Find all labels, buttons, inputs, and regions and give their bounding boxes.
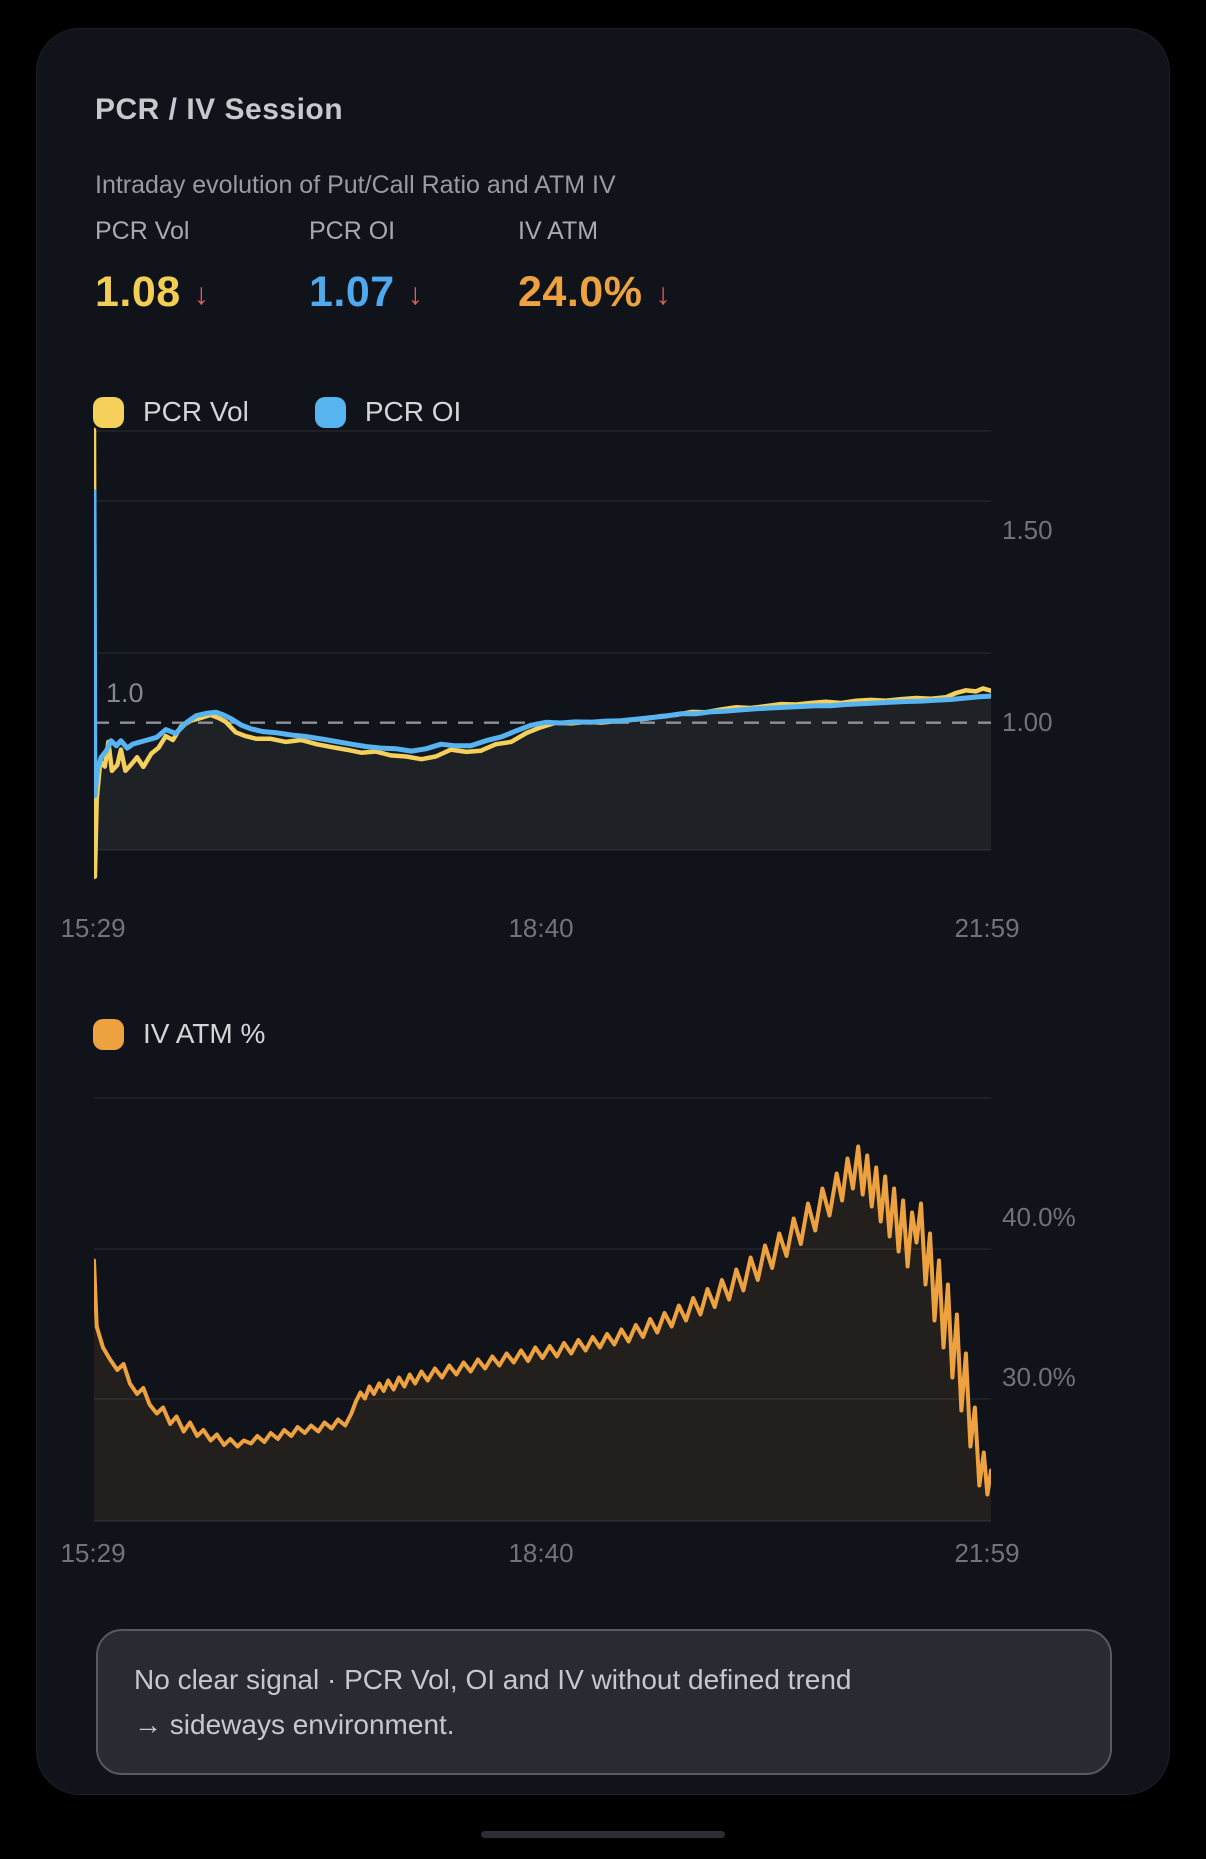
legend-swatch-pcr-vol[interactable] bbox=[93, 396, 124, 428]
y-axis-label-100: 1.00 bbox=[1002, 707, 1053, 737]
stat-value: 1.07 bbox=[309, 268, 395, 316]
iv-chart-canvas[interactable] bbox=[94, 1091, 991, 1526]
iv-chart[interactable]: 40.0% 30.0% bbox=[94, 1091, 1076, 1526]
trend-down-icon: ↓ bbox=[193, 277, 210, 311]
pcr-chart-legend: PCR Vol PCR OI bbox=[93, 396, 461, 428]
pcr-chart-x-axis: 15:29 18:40 21:59 bbox=[60, 913, 1019, 947]
stat-label: IV ATM bbox=[518, 217, 599, 245]
pcr-iv-session-card: PCR / IV Session Intraday evolution of P… bbox=[36, 28, 1170, 1795]
y-axis-label-30pct: 30.0% bbox=[1002, 1362, 1076, 1392]
stat-value: 1.08 bbox=[95, 268, 181, 316]
stat-iv-atm: IV ATM 24.0% ↓ bbox=[518, 217, 671, 317]
iv-chart-x-axis: 15:29 18:40 21:59 bbox=[60, 1538, 1019, 1572]
stat-label: PCR Vol bbox=[95, 217, 190, 245]
stat-pcr-vol: PCR Vol 1.08 ↓ bbox=[95, 217, 209, 317]
x-axis-label-mid: 18:40 bbox=[508, 1538, 574, 1568]
trend-down-icon: ↓ bbox=[655, 277, 671, 311]
stat-label: PCR OI bbox=[309, 217, 396, 245]
x-axis-label-start: 15:29 bbox=[60, 913, 126, 943]
iv-chart-legend: IV ATM % bbox=[93, 1018, 265, 1050]
x-axis-label-end: 21:59 bbox=[954, 913, 1020, 943]
stat-value: 24.0% bbox=[518, 268, 643, 316]
y-axis-label-150: 1.50 bbox=[1002, 515, 1053, 545]
pcr-chart-canvas[interactable] bbox=[94, 426, 991, 896]
legend-label-iv-atm[interactable]: IV ATM % bbox=[143, 1018, 266, 1049]
legend-swatch-pcr-oi[interactable] bbox=[314, 396, 346, 428]
trend-down-icon: ↓ bbox=[407, 277, 424, 311]
signal-note: No clear signal · PCR Vol, OI and IV wit… bbox=[96, 1629, 1112, 1775]
pcr-chart[interactable]: 1.0 1.50 1.00 bbox=[94, 426, 1053, 896]
legend-swatch-iv-atm[interactable] bbox=[93, 1018, 124, 1050]
y-axis-label-40pct: 40.0% bbox=[1002, 1202, 1076, 1232]
ref-line-label: 1.0 bbox=[106, 678, 144, 708]
x-axis-label-mid: 18:40 bbox=[508, 913, 574, 943]
page-subtitle: Intraday evolution of Put/Call Ratio and… bbox=[95, 171, 616, 199]
x-axis-label-start: 15:29 bbox=[60, 1538, 126, 1568]
x-axis-label-end: 21:59 bbox=[954, 1538, 1020, 1568]
stat-pcr-oi: PCR OI 1.07 ↓ bbox=[309, 217, 423, 317]
legend-label-pcr-oi[interactable]: PCR OI bbox=[364, 396, 462, 427]
legend-label-pcr-vol[interactable]: PCR Vol bbox=[143, 396, 249, 427]
page-title: PCR / IV Session bbox=[95, 93, 344, 126]
home-indicator[interactable] bbox=[481, 1831, 725, 1838]
